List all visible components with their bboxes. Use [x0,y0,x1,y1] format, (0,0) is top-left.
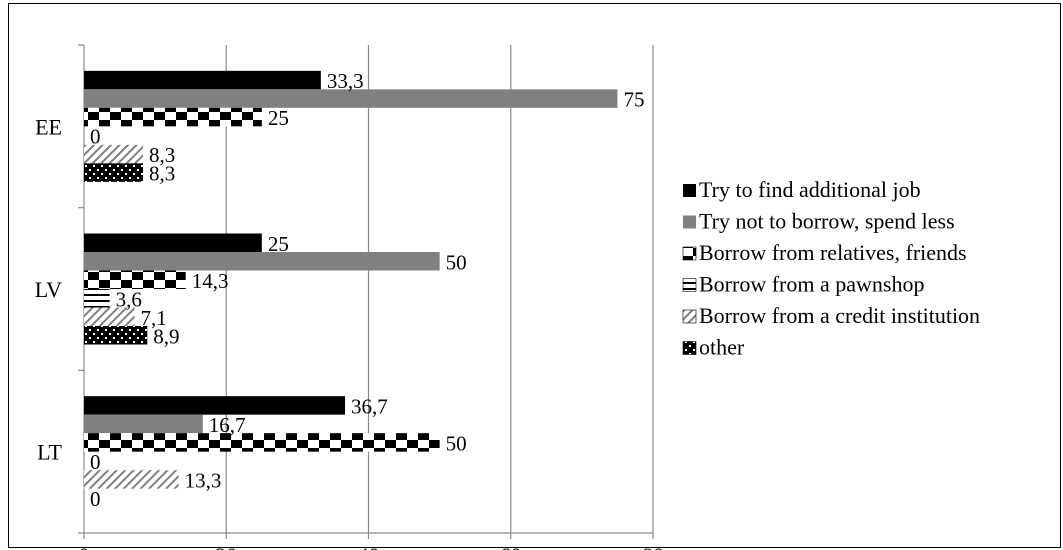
legend-label: Try not to borrow, spend less [699,209,955,234]
bar [84,326,148,345]
data-labels: 33,3 75 25 0 8,38,3 25 50 14,3 3,67,18,9 36,7 16,7… [90,69,644,511]
bar-value-label: 25 [268,106,289,130]
x-tick-label: 20 [215,543,237,550]
bar [84,289,110,308]
bar [84,270,186,289]
axes: 0 20 40 60 80 EE LV LT [35,44,664,550]
category-label: EE [35,114,62,139]
legend-label: Borrow from a pawnshop [699,272,924,297]
bar [84,163,144,182]
bar-value-label: 3,6 [116,287,142,311]
bar [84,144,144,164]
bar-value-label: 8,3 [149,162,175,186]
category-label: LT [37,440,62,465]
bar-value-label: 8,9 [153,324,179,348]
gridlines [225,45,654,533]
bar-value-label: 25 [268,232,289,256]
bar-value-label: 7,1 [140,306,166,330]
bars [84,70,618,489]
bar [84,70,321,90]
bar [84,107,262,127]
bar-value-label: 50 [446,431,467,455]
x-tick-label: 80 [642,543,664,550]
bar-value-label: 33,3 [327,69,364,93]
bar-value-label: 13,3 [185,468,222,492]
category-label: LV [35,277,62,302]
bar-value-label: 0 [90,125,101,149]
bar-value-label: 8,3 [149,143,175,167]
legend-swatch [683,184,696,197]
legend-label: other [699,335,745,360]
legend-label: Borrow from relatives, friends [699,240,967,265]
legend-label: Try to find additional job [699,177,921,202]
bar [84,470,179,489]
legend-label: Borrow from a credit institution [699,303,980,328]
bar-value-label: 0 [90,450,101,474]
bar-value-label: 16,7 [209,413,246,437]
legend-swatch [682,309,697,324]
bar-value-label: 75 [623,88,644,112]
bar-value-label: 50 [446,250,467,274]
legend-swatch [682,278,697,292]
bar [84,414,203,434]
bar-value-label: 36,7 [351,394,388,418]
bar [84,307,135,326]
legend: Try to find additional job Try not to bor… [682,177,980,360]
legend-swatch [682,341,697,355]
bar-value-label: 14,3 [192,269,229,293]
bar [84,433,440,452]
bar [84,233,262,252]
bar [84,396,346,415]
legend-swatch [683,215,696,229]
bar-value-label: 0 [90,487,101,511]
x-tick-label: 60 [500,543,522,550]
x-tick-label: 40 [358,543,380,550]
x-tick-label: 0 [79,543,90,550]
bar [84,89,618,108]
bar [84,252,440,271]
legend-swatch [682,246,697,261]
